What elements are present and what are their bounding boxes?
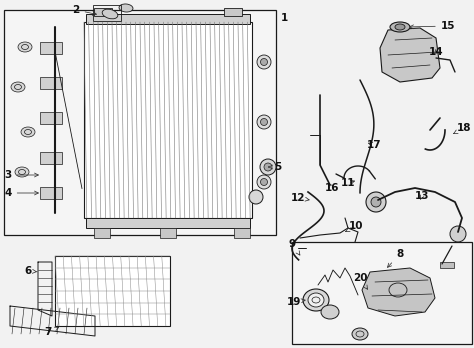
Bar [224, 8, 242, 16]
Text: 2: 2 [73, 5, 96, 15]
Text: 12: 12 [291, 193, 309, 203]
Bar [40, 187, 62, 199]
Ellipse shape [11, 82, 25, 92]
Circle shape [261, 58, 267, 65]
Ellipse shape [308, 293, 324, 307]
Bar [40, 77, 62, 89]
Text: 16: 16 [325, 183, 339, 193]
Ellipse shape [15, 167, 29, 177]
Text: 18: 18 [454, 123, 471, 134]
Bar [86, 218, 250, 228]
Bar [40, 152, 62, 164]
Text: 9: 9 [289, 239, 300, 255]
Bar [93, 5, 121, 21]
Bar [298, 248, 306, 276]
Text: 15: 15 [410, 21, 455, 31]
Bar [94, 228, 110, 238]
Text: 7: 7 [44, 327, 59, 337]
Text: 10: 10 [346, 221, 363, 232]
Text: 8: 8 [387, 249, 404, 267]
Bar [234, 228, 250, 238]
Circle shape [371, 197, 381, 207]
Bar [40, 42, 62, 54]
Polygon shape [380, 28, 440, 82]
Text: 11: 11 [341, 178, 355, 188]
Ellipse shape [303, 289, 329, 311]
Ellipse shape [102, 9, 118, 19]
Ellipse shape [119, 4, 133, 12]
Ellipse shape [18, 42, 32, 52]
Text: 14: 14 [428, 47, 443, 57]
Text: 1: 1 [281, 13, 288, 23]
Ellipse shape [321, 305, 339, 319]
Circle shape [261, 119, 267, 126]
Bar [330, 262, 340, 274]
Bar [40, 112, 62, 124]
Bar [160, 228, 176, 238]
Text: 19: 19 [287, 297, 305, 307]
Circle shape [260, 159, 276, 175]
Ellipse shape [390, 22, 410, 32]
Polygon shape [362, 268, 435, 316]
Circle shape [257, 175, 271, 189]
Ellipse shape [343, 255, 351, 261]
Text: 3: 3 [4, 170, 38, 180]
Circle shape [257, 55, 271, 69]
Text: 4: 4 [4, 188, 38, 198]
Ellipse shape [319, 255, 327, 261]
Ellipse shape [331, 255, 339, 261]
Bar [4, 10, 276, 235]
Circle shape [249, 190, 263, 204]
Circle shape [257, 115, 271, 129]
Text: 6: 6 [24, 266, 37, 276]
Bar [55, 256, 170, 326]
Bar [342, 262, 352, 274]
Bar [440, 262, 454, 268]
Ellipse shape [21, 127, 35, 137]
Circle shape [366, 192, 386, 212]
Bar [86, 14, 250, 24]
Circle shape [450, 226, 466, 242]
Bar [318, 262, 328, 274]
Text: 5: 5 [269, 162, 282, 172]
Circle shape [264, 163, 272, 171]
Text: 20: 20 [353, 273, 367, 289]
Text: 13: 13 [415, 191, 429, 201]
Bar [302, 252, 394, 340]
Bar [94, 8, 112, 16]
Bar [292, 242, 472, 344]
Text: 17: 17 [367, 140, 381, 150]
Bar [84, 22, 252, 218]
Ellipse shape [395, 24, 405, 30]
Ellipse shape [352, 328, 368, 340]
Circle shape [261, 179, 267, 185]
